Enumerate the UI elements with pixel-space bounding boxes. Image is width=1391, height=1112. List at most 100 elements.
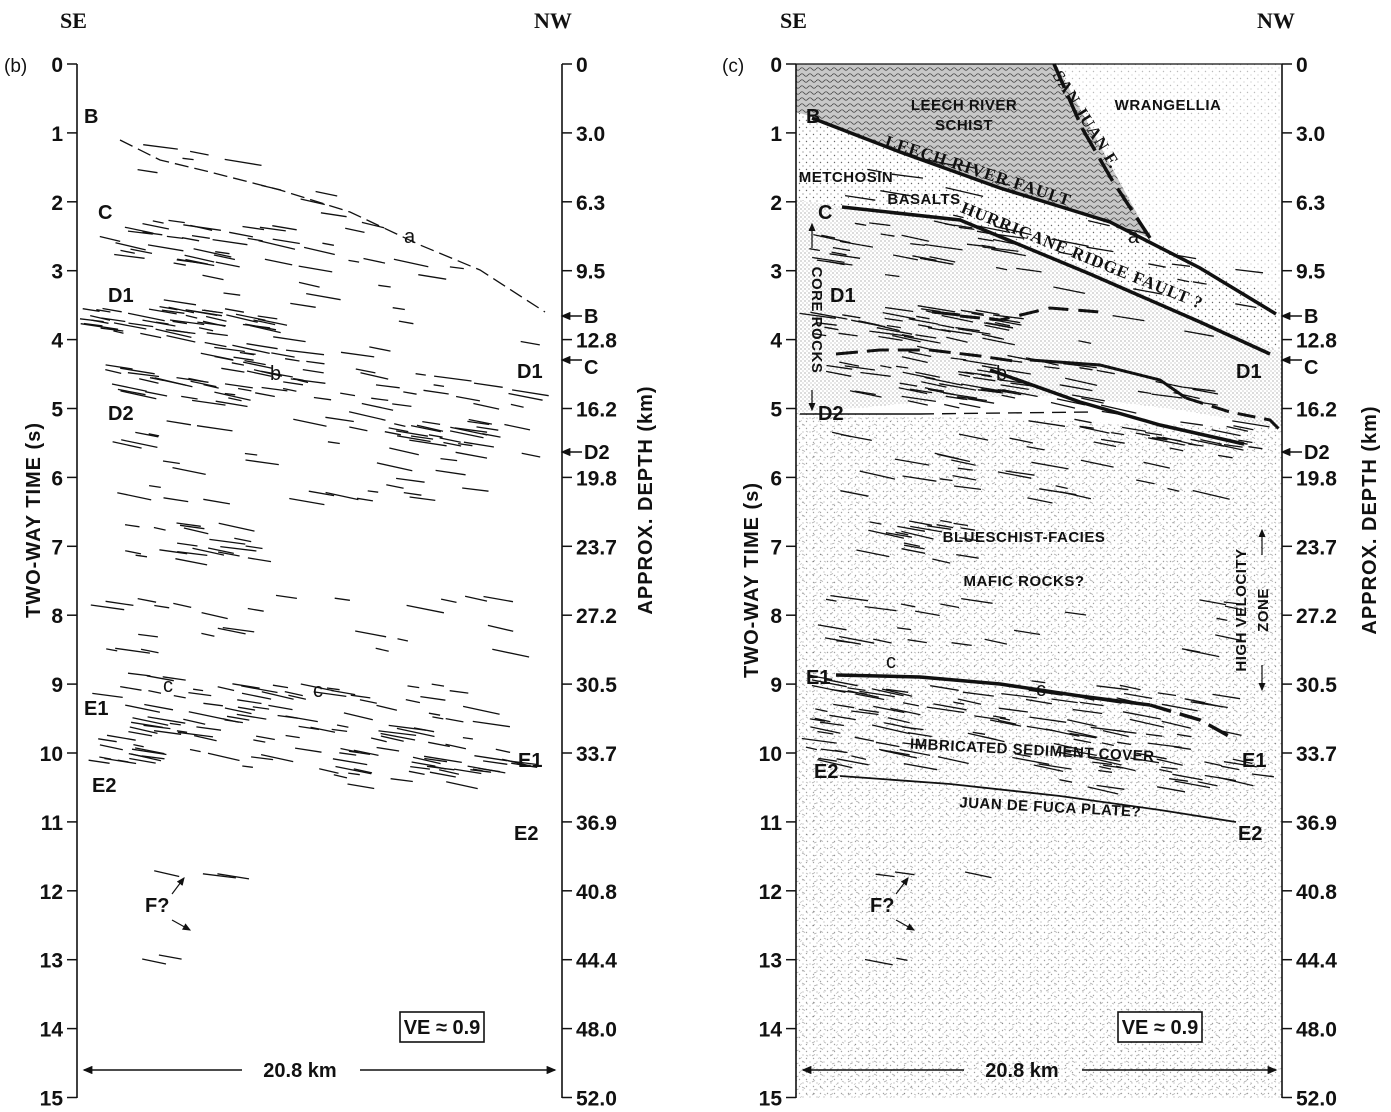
reflection-segment — [977, 237, 994, 242]
reflection-segment — [142, 222, 170, 230]
reflection-segment — [1192, 489, 1230, 500]
e2-line — [839, 775, 1237, 823]
reflection-segment — [981, 244, 996, 249]
reflection-segment — [940, 519, 952, 524]
reflection-segment — [1200, 438, 1222, 445]
reflection-segment — [1059, 779, 1073, 783]
reflection-segment — [217, 873, 250, 880]
reflection-segment — [380, 732, 416, 741]
reflection-segment — [1199, 599, 1227, 606]
reflection-segment — [520, 340, 540, 346]
reflection-segment — [434, 375, 472, 382]
reflection-segment — [140, 332, 162, 339]
reflection-segment — [241, 685, 278, 694]
reflection-segment — [896, 957, 908, 962]
reflector-label-d1-right: D1 — [1236, 361, 1262, 383]
reflection-segment — [895, 531, 909, 536]
reflection-segment — [161, 309, 185, 314]
reflection-segment — [925, 158, 954, 166]
left-tick-label: 5 — [770, 399, 782, 422]
reflector-label-e2-right: E2 — [514, 823, 538, 845]
reflection-segment — [472, 768, 484, 772]
reflection-segment — [974, 715, 999, 721]
reflection-segment — [838, 332, 858, 337]
reflection-segment — [886, 324, 901, 329]
reflection-segment — [105, 368, 122, 375]
reflection-segment — [129, 726, 158, 735]
reflection-segment — [138, 633, 158, 638]
reflection-segment — [1072, 708, 1103, 715]
reflection-segment — [953, 522, 968, 527]
reflection-segment — [869, 521, 882, 525]
reflection-segment — [951, 642, 972, 647]
reflection-segment — [510, 403, 524, 408]
reflection-segment — [1161, 703, 1198, 712]
reflector-label-f: F? — [870, 895, 894, 917]
reflection-segment — [205, 315, 227, 322]
left-tick-label: 15 — [40, 1088, 64, 1111]
reflection-segment — [120, 367, 155, 375]
panel-label: (c) — [722, 56, 744, 77]
reflection-segment — [1001, 394, 1016, 399]
reflection-segment — [956, 553, 979, 559]
reflection-segment — [130, 248, 153, 255]
reflection-segment — [371, 397, 389, 402]
reflection-segment — [1013, 629, 1041, 636]
reflection-segment — [217, 627, 246, 635]
reflection-segment — [101, 317, 126, 323]
reflection-segment — [83, 322, 103, 327]
reflection-segment — [1180, 386, 1216, 392]
d2-line-dashed — [919, 411, 1091, 415]
reflection-segment — [218, 522, 255, 532]
unit-deep-dots — [796, 412, 1282, 1098]
f-arrow-down — [171, 919, 192, 931]
reflection-segment — [106, 648, 118, 652]
reflection-segment — [418, 274, 447, 280]
reflection-segment — [1159, 768, 1173, 773]
reflection-segment — [155, 321, 169, 325]
reflection-segment — [182, 157, 194, 161]
reflection-segment — [1071, 394, 1105, 402]
reflection-segment — [975, 309, 1000, 316]
reflection-segment — [403, 391, 417, 395]
reflection-segment — [177, 731, 214, 738]
reflection-segment — [953, 701, 965, 705]
reflection-segment — [473, 402, 500, 410]
reflection-segment — [942, 392, 978, 399]
reflection-segment — [298, 281, 320, 288]
reflection-segment — [112, 441, 142, 449]
reflection-segment — [1025, 698, 1053, 705]
reflection-segment — [909, 388, 933, 394]
reflection-segment — [154, 604, 170, 609]
left-tick-label: 2 — [770, 192, 782, 215]
left-tick-label: 14 — [40, 1019, 64, 1042]
reflection-segment — [163, 497, 189, 503]
reflection-segment — [406, 604, 445, 614]
right-tick-label: 9.5 — [1296, 261, 1326, 284]
unit-label-metchosin: METCHOSIN — [799, 169, 894, 186]
reflection-segment — [285, 734, 300, 739]
reflection-segment — [894, 871, 915, 876]
reflection-segment — [1031, 461, 1069, 470]
reflection-segment — [222, 718, 239, 723]
reflection-segment — [221, 367, 245, 373]
reflection-segment — [185, 314, 198, 319]
reflection-segment — [927, 525, 952, 530]
reflection-segment — [445, 743, 467, 750]
reflection-segment — [224, 392, 236, 396]
reflection-segment — [981, 333, 1001, 339]
reflection-segment — [96, 309, 111, 313]
reflection-segment — [224, 383, 253, 389]
reflection-segment — [891, 173, 924, 179]
reflection-segment — [964, 371, 991, 377]
reflection-segment — [410, 424, 442, 433]
reflector-label-a: a — [404, 226, 416, 248]
reflection-segment — [145, 391, 168, 397]
right-tick-label: 16.2 — [1296, 399, 1337, 422]
reflector-label-c-2: c — [313, 680, 323, 702]
right-axis-title: APPROX. DEPTH (km) — [1359, 405, 1381, 634]
reflection-segment — [937, 453, 971, 463]
reflection-segment — [428, 712, 441, 716]
reflection-segment — [449, 690, 469, 694]
reflection-segment — [977, 225, 1011, 234]
